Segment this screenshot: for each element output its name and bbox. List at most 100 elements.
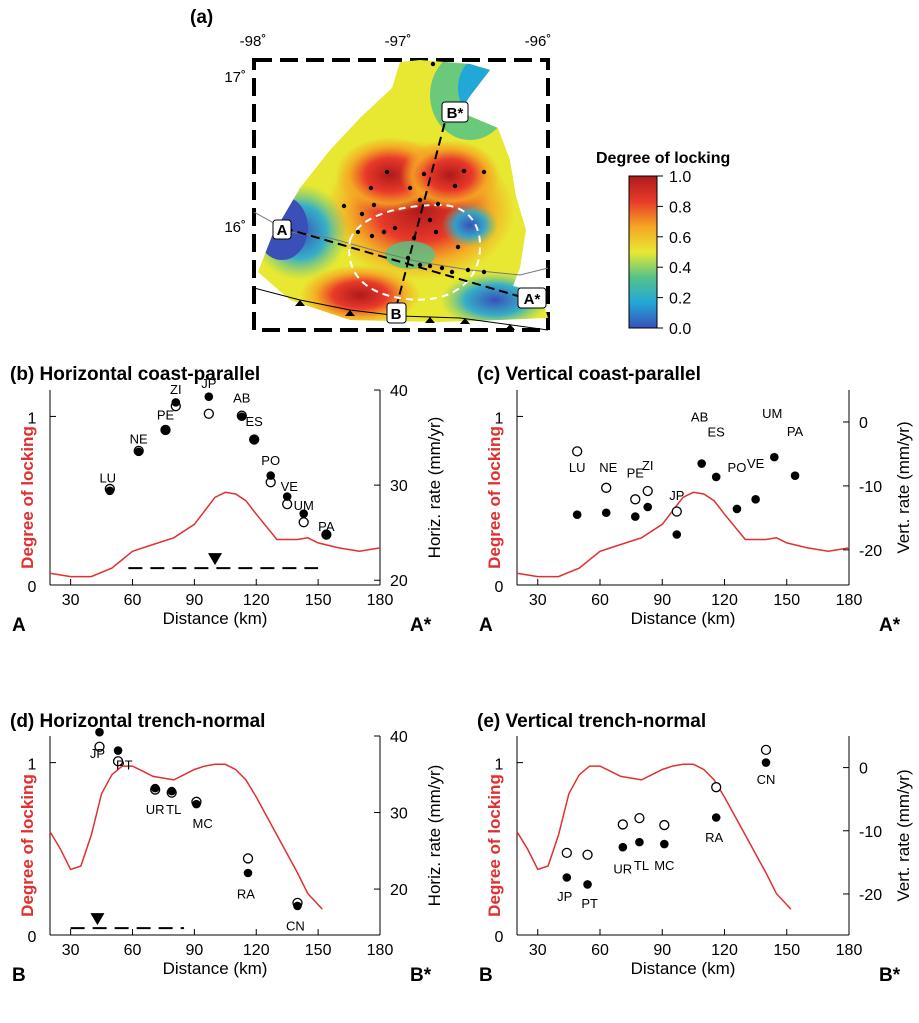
station-label: PT (116, 758, 133, 773)
filled-point-JP (204, 392, 214, 401)
lat-tick-label: 16˚ (224, 219, 246, 236)
y-tick-label-right: 30 (390, 478, 408, 495)
colorbar-tick-label: 1.0 (669, 169, 691, 186)
x-tick-label: 90 (185, 592, 203, 609)
filled-point-PA (790, 471, 800, 480)
y-tick-label-right: 20 (390, 882, 408, 899)
locking-curve (516, 491, 850, 578)
filled-point-CN (761, 758, 771, 767)
station-label: VE (747, 456, 765, 471)
colorbar (628, 175, 658, 329)
station-label: RA (237, 886, 255, 901)
profile-end-right: B* (410, 965, 432, 986)
y-tick-label-left: 0 (495, 929, 504, 946)
y-tick-label-left: 1 (28, 410, 37, 427)
profile-end-right: A* (879, 615, 901, 636)
trench-line (253, 287, 549, 331)
y-tick-label-right: -10 (859, 824, 882, 841)
svg-text:A*: A* (524, 291, 541, 308)
y-tick-label-left: 0 (495, 579, 504, 596)
station-label: LU (569, 460, 586, 475)
station-label: AB (691, 409, 708, 424)
station-label: MC (193, 816, 213, 831)
open-point-PE (630, 494, 641, 505)
x-tick-label: 60 (591, 592, 609, 609)
x-tick-label: 120 (711, 942, 738, 959)
lat-tick-label: 17˚ (224, 69, 246, 86)
x-tick-label: 60 (591, 942, 609, 959)
open-point-RA (711, 782, 722, 793)
lon-tick-label: -97˚ (385, 33, 412, 50)
station-label: PT (581, 896, 598, 911)
filled-point-JP (672, 530, 682, 539)
filled-point-UR (150, 783, 160, 793)
colorbar-tick-label: 0.8 (669, 199, 691, 216)
profile-end-B-star: B* (441, 101, 469, 123)
open-point-TL (634, 812, 645, 824)
colorbar-tick-label: 0.0 (669, 321, 691, 338)
y-tick-label-left: 1 (495, 410, 504, 427)
profile-end-right: B* (879, 965, 901, 986)
profile-end-left: A (12, 615, 26, 636)
x-tick-label: 150 (773, 942, 800, 959)
open-point-JP (203, 408, 214, 419)
station-label: UM (294, 498, 314, 513)
y-tick-label-right: 30 (390, 806, 408, 823)
map-frame (252, 58, 550, 332)
filled-point-NE (134, 447, 143, 457)
station-label: UR (613, 862, 632, 877)
y-tick-label-right: 40 (390, 383, 408, 400)
profile-end-left: A (479, 615, 493, 636)
locking-curve (49, 763, 323, 910)
x-tick-label: 90 (653, 942, 671, 959)
station-label: UM (762, 406, 782, 421)
y-axis-label-left: Degree of locking (485, 774, 504, 917)
y-tick-label-right: -20 (859, 887, 882, 904)
x-tick-label: 30 (62, 942, 80, 959)
profile-end-A-star: A* (517, 287, 547, 309)
svg-text:B*: B* (447, 105, 464, 122)
filled-point-RA (711, 813, 721, 822)
filled-point-UM (299, 509, 308, 518)
station-label: NE (130, 431, 148, 446)
profile-end-B: B (386, 302, 407, 324)
station-label: NE (599, 460, 617, 475)
x-tick-label: 30 (529, 592, 547, 609)
filled-point-VE (751, 495, 760, 504)
profile-end-left: B (12, 965, 26, 986)
y-tick-label-left: 1 (495, 757, 504, 774)
profile-line-b (395, 117, 447, 309)
chart-title: (c) Vertical coast-parallel (477, 364, 701, 385)
open-point-JP (671, 506, 682, 517)
filled-point-JP (562, 873, 572, 882)
y-axis-label-right: Horiz. rate (mm/yr) (425, 765, 444, 907)
x-tick-label: 60 (124, 592, 142, 609)
station-label: ES (246, 414, 264, 429)
colorbar-tick-label: 0.6 (669, 230, 691, 247)
station-label: CN (757, 772, 776, 787)
station-label: PO (261, 453, 280, 468)
x-tick-label: 180 (367, 942, 394, 959)
locking-curve (49, 491, 381, 578)
x-tick-label: 180 (367, 592, 394, 609)
open-point-MC (659, 819, 670, 831)
filled-point-PT (583, 880, 592, 889)
filled-point-TL (635, 837, 644, 847)
open-point-LU (572, 446, 583, 457)
svg-text:B: B (391, 306, 402, 323)
open-point-UM (298, 517, 309, 528)
y-tick-label-left: 0 (28, 929, 37, 946)
open-point-PT (582, 849, 593, 860)
x-tick-label: 60 (124, 942, 142, 959)
profile-end-left: B (479, 965, 493, 986)
x-axis-label: Distance (km) (631, 959, 736, 978)
open-point-NE (601, 482, 612, 493)
station-label: JP (201, 376, 216, 391)
filled-point-ES (249, 435, 259, 444)
filled-point-PA (322, 530, 331, 539)
y-tick-label-right: -10 (859, 479, 882, 496)
